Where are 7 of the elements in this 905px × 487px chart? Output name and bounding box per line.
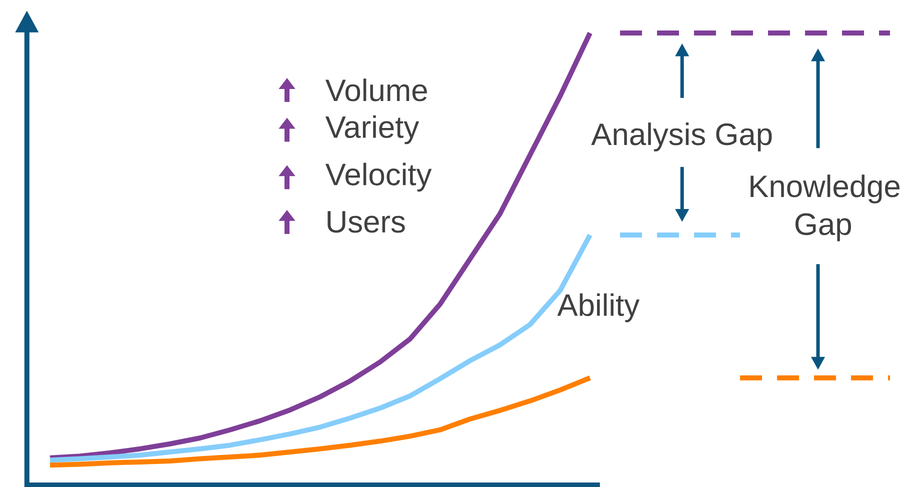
annotation: Knowledge Gap — [750, 174, 900, 242]
annotation: Analysis Gap — [591, 122, 772, 152]
annotation: Velocity — [325, 162, 432, 192]
annotation: Variety — [325, 115, 420, 144]
annotation: Volume — [325, 78, 427, 102]
annotation: Users — [328, 211, 405, 233]
series-label: Ability — [557, 293, 640, 322]
